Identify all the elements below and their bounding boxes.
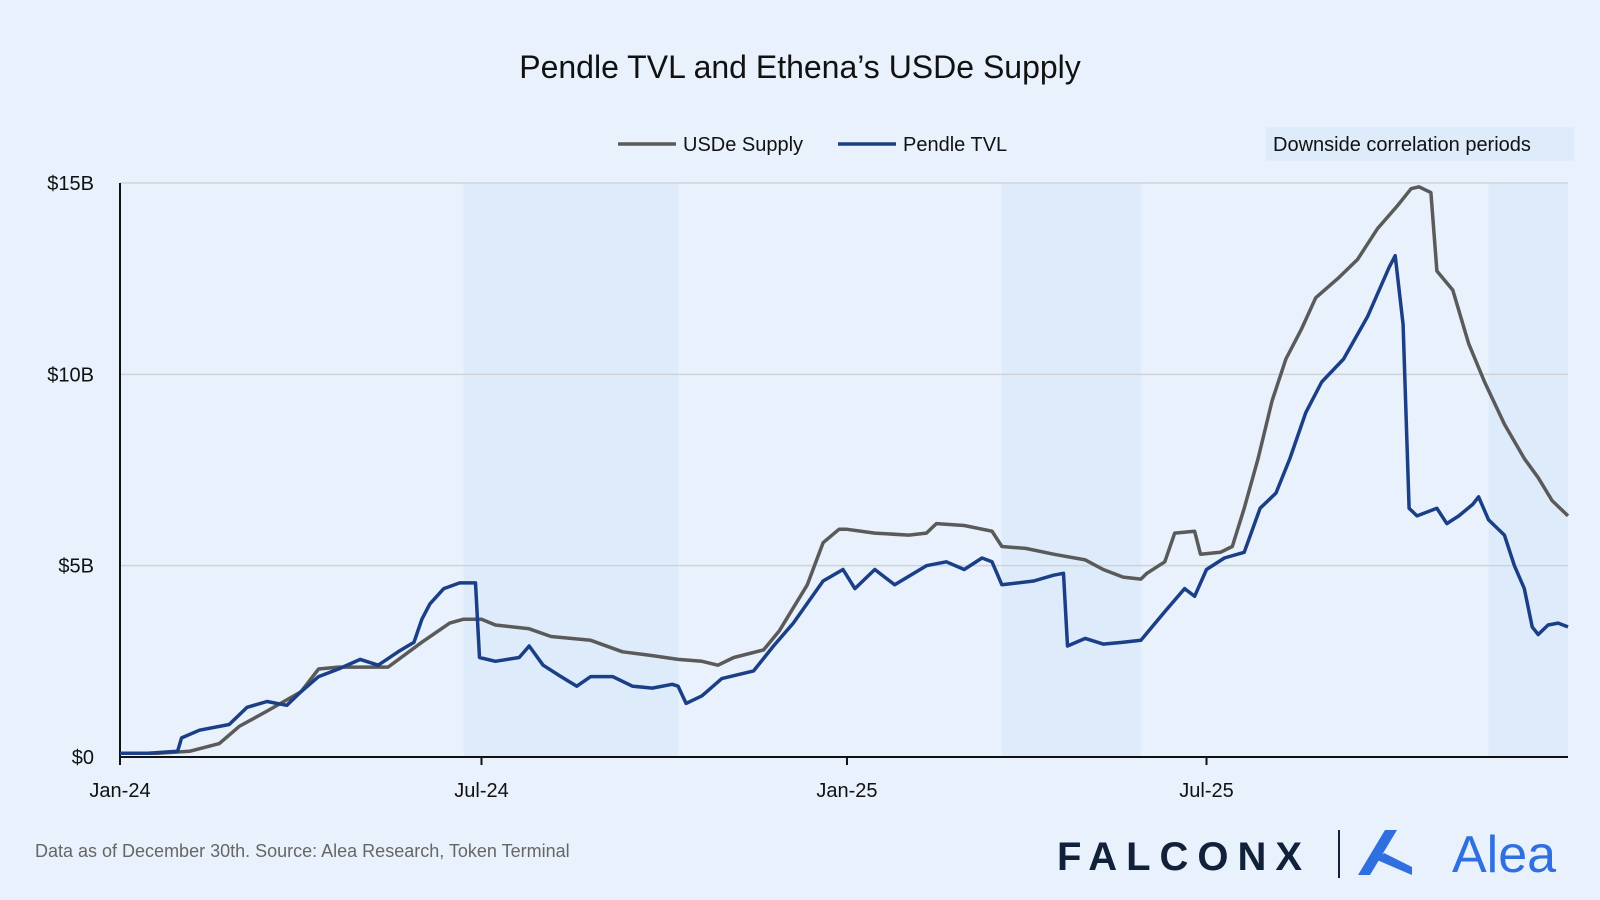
legend-item-downside: Downside correlation periods xyxy=(1266,127,1574,161)
alea-wordmark: Alea xyxy=(1452,826,1556,884)
tick-labels: $0 $5B $10B $15B Jan-24 Jul-24 Jan-25 Jul-25 xyxy=(47,173,1233,802)
legend: USDe Supply Pendle TVL Downside correlat… xyxy=(618,127,1574,161)
legend-item-pendle: Pendle TVL xyxy=(838,134,1007,156)
legend-swatch-downside xyxy=(1266,127,1574,161)
y-tick-label: $10B xyxy=(47,364,94,386)
series-line-usde-supply xyxy=(120,185,1570,755)
alea-mark-icon xyxy=(1358,830,1397,875)
x-tick-label: Jan-25 xyxy=(816,780,877,802)
alea-logo: Alea xyxy=(1358,826,1556,884)
source-note: Data as of December 30th. Source: Alea R… xyxy=(35,841,570,861)
shaded-region-2 xyxy=(1488,183,1568,757)
falconx-logo: FALCONX xyxy=(1057,835,1311,879)
falconx-wordmark: FALCONX xyxy=(1057,835,1311,879)
series-line-pendle-tvl xyxy=(120,253,1569,755)
legend-item-usde: USDe Supply xyxy=(618,134,803,156)
shaded-regions xyxy=(463,183,1568,757)
alea-mark-stroke-icon xyxy=(1377,853,1412,875)
gridlines xyxy=(120,182,1568,567)
shaded-region-0 xyxy=(463,183,679,757)
y-tick-label: $15B xyxy=(47,173,94,195)
shaded-region-1 xyxy=(1001,183,1141,757)
legend-label-usde: USDe Supply xyxy=(683,134,803,156)
legend-label-downside: Downside correlation periods xyxy=(1273,134,1531,156)
y-tick-label: $5B xyxy=(58,556,94,578)
series-lines xyxy=(120,185,1570,755)
x-tick-label: Jul-25 xyxy=(1179,780,1233,802)
x-tick-label: Jan-24 xyxy=(89,780,150,802)
legend-label-pendle: Pendle TVL xyxy=(903,134,1007,156)
chart-title: Pendle TVL and Ethena’s USDe Supply xyxy=(519,49,1081,85)
axes xyxy=(119,183,1568,765)
x-tick-label: Jul-24 xyxy=(454,780,508,802)
y-tick-label: $0 xyxy=(72,747,94,769)
